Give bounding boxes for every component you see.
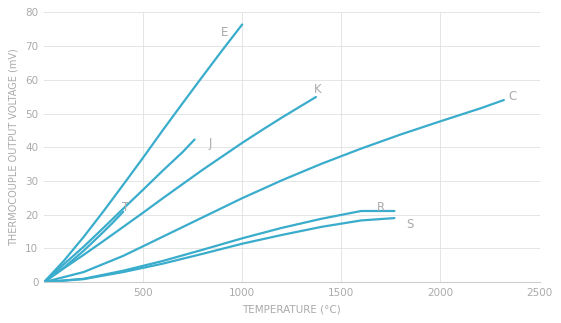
Text: S: S xyxy=(407,218,414,231)
Text: R: R xyxy=(377,202,385,214)
Text: E: E xyxy=(220,26,228,39)
Y-axis label: THERMOCOUPLE OUTPUT VOLTAGE (mV): THERMOCOUPLE OUTPUT VOLTAGE (mV) xyxy=(8,48,19,246)
Text: C: C xyxy=(509,90,517,103)
Text: J: J xyxy=(209,137,212,151)
X-axis label: TEMPERATURE (°C): TEMPERATURE (°C) xyxy=(242,305,341,315)
Text: T: T xyxy=(122,202,130,214)
Text: K: K xyxy=(314,83,321,96)
